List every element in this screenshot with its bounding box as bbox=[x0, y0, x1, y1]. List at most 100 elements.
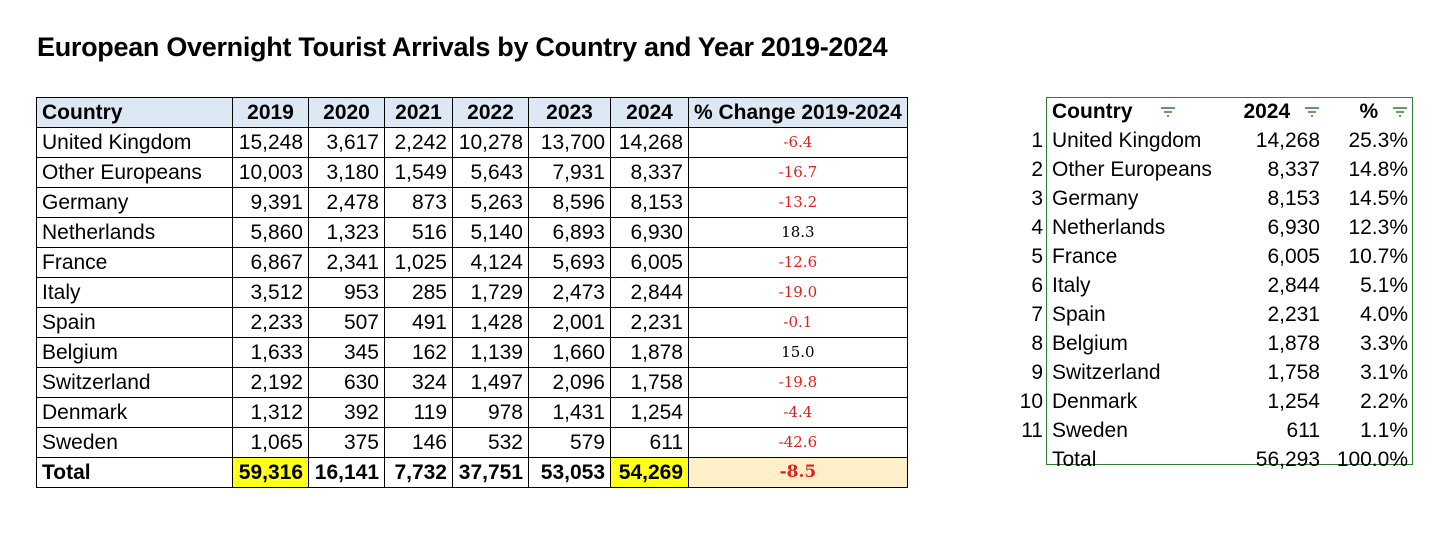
rank-number: 11 bbox=[1021, 419, 1043, 442]
column-header: Country bbox=[36, 97, 233, 128]
value-cell: 2,341 bbox=[308, 247, 385, 278]
value-cell: 2,096 bbox=[528, 367, 611, 398]
value-cell: 392 bbox=[308, 397, 385, 428]
ranking-table: Country 2024 % 1 United Kingdom 14,268 25.3… bbox=[1018, 97, 1414, 474]
value-cell: 8,153 bbox=[1267, 187, 1320, 210]
value-cell: 10,003 bbox=[232, 157, 309, 188]
value-cell: 10,278 bbox=[452, 127, 529, 158]
table-row: United Kingdom 15,248 3,617 2,242 10,278 13,7… bbox=[36, 127, 908, 158]
value-cell: 2,231 bbox=[1267, 303, 1320, 326]
value-cell: 324 bbox=[384, 367, 453, 398]
value-cell: 630 bbox=[308, 367, 385, 398]
column-header-label: Country bbox=[1052, 100, 1133, 123]
column-header: 2022 bbox=[452, 97, 529, 128]
value-cell: 507 bbox=[308, 307, 385, 338]
country-cell: Other Europeans bbox=[36, 157, 233, 188]
country-cell: Germany bbox=[36, 187, 233, 218]
value-cell: 3,180 bbox=[308, 157, 385, 188]
value-cell: 37,751 bbox=[452, 457, 529, 488]
rank-number: 3 bbox=[1031, 187, 1043, 210]
column-header: 2020 bbox=[308, 97, 385, 128]
rank-spacer bbox=[1018, 445, 1046, 474]
table-row: Italy 3,512 953 285 1,729 2,473 2,844 -19.0 bbox=[36, 277, 908, 308]
table-row: 7 Spain 2,231 4.0% bbox=[1018, 300, 1414, 329]
share-cell: 12.3% bbox=[1348, 216, 1408, 239]
table-row: 10 Denmark 1,254 2.2% bbox=[1018, 387, 1414, 416]
country-cell: Sweden bbox=[36, 427, 233, 458]
share-cell: 5.1% bbox=[1360, 274, 1408, 297]
value-cell: 1,729 bbox=[452, 277, 529, 308]
value-cell: 1,139 bbox=[452, 337, 529, 368]
value-cell: 345 bbox=[308, 337, 385, 368]
value-cell: 1,758 bbox=[1267, 361, 1320, 384]
value-cell: 9,391 bbox=[232, 187, 309, 218]
value-cell: 611 bbox=[610, 427, 689, 458]
share-cell: 25.3% bbox=[1348, 129, 1408, 152]
change-cell: -42.6 bbox=[688, 427, 908, 458]
table-row: Netherlands 5,860 1,323 516 5,140 6,893 6,930 1… bbox=[36, 217, 908, 248]
value-cell: 1,323 bbox=[308, 217, 385, 248]
value-cell: 6,867 bbox=[232, 247, 309, 278]
column-header[interactable]: Country bbox=[1046, 97, 1226, 126]
value-cell: 579 bbox=[528, 427, 611, 458]
value-cell: 14,268 bbox=[610, 127, 689, 158]
share-cell: 3.1% bbox=[1360, 361, 1408, 384]
table-row: 6 Italy 2,844 5.1% bbox=[1018, 271, 1414, 300]
value-cell: 1,065 bbox=[232, 427, 309, 458]
value-cell: 8,153 bbox=[610, 187, 689, 218]
country-cell: Germany bbox=[1052, 187, 1139, 210]
change-cell: -12.6 bbox=[688, 247, 908, 278]
value-cell: 1,878 bbox=[610, 337, 689, 368]
country-cell: France bbox=[36, 247, 233, 278]
value-cell: 6,893 bbox=[528, 217, 611, 248]
table-row: Denmark 1,312 392 119 978 1,431 1,254 -4.4 bbox=[36, 397, 908, 428]
value-cell: 59,316 bbox=[232, 457, 309, 488]
value-cell: 8,337 bbox=[1267, 158, 1320, 181]
column-header[interactable]: % bbox=[1326, 97, 1414, 126]
value-cell: 2,192 bbox=[232, 367, 309, 398]
table-row: France 6,867 2,341 1,025 4,124 5,693 6,005 -12.… bbox=[36, 247, 908, 278]
value-cell: 2,001 bbox=[528, 307, 611, 338]
country-cell: Switzerland bbox=[36, 367, 233, 398]
table-row: Switzerland 2,192 630 324 1,497 2,096 1,758 -19… bbox=[36, 367, 908, 398]
filter-icon[interactable] bbox=[1304, 106, 1320, 118]
value-cell: 1,312 bbox=[232, 397, 309, 428]
total-label: Total bbox=[36, 457, 233, 488]
value-cell: 2,233 bbox=[232, 307, 309, 338]
value-cell: 15,248 bbox=[232, 127, 309, 158]
table-row: 1 United Kingdom 14,268 25.3% bbox=[1018, 126, 1414, 155]
value-cell: 1,758 bbox=[610, 367, 689, 398]
column-header-label: % bbox=[1359, 100, 1379, 123]
filter-icon[interactable] bbox=[1160, 106, 1176, 118]
rank-number: 5 bbox=[1031, 245, 1043, 268]
value-cell: 1,254 bbox=[1267, 390, 1320, 413]
country-cell: Belgium bbox=[36, 337, 233, 368]
table-row: Other Europeans 10,003 3,180 1,549 5,643 7,93… bbox=[36, 157, 908, 188]
value-cell: 1,549 bbox=[384, 157, 453, 188]
column-header: 2024 bbox=[610, 97, 689, 128]
table-row: Spain 2,233 507 491 1,428 2,001 2,231 -0.1 bbox=[36, 307, 908, 338]
value-cell: 2,231 bbox=[610, 307, 689, 338]
share-cell: 14.8% bbox=[1348, 158, 1408, 181]
value-cell: 1,431 bbox=[528, 397, 611, 428]
value-cell: 1,254 bbox=[610, 397, 689, 428]
arrivals-table: Country 2019 2020 2021 2022 2023 2024 % … bbox=[36, 97, 908, 488]
column-header[interactable]: 2024 bbox=[1226, 97, 1326, 126]
value-cell: 5,643 bbox=[452, 157, 529, 188]
table-row: 11 Sweden 611 1.1% bbox=[1018, 416, 1414, 445]
value-cell: 1,025 bbox=[384, 247, 453, 278]
rank-number: 4 bbox=[1031, 216, 1043, 239]
value-cell: 5,140 bbox=[452, 217, 529, 248]
value-cell: 1,660 bbox=[528, 337, 611, 368]
rank-number: 6 bbox=[1031, 274, 1043, 297]
country-cell: Other Europeans bbox=[1052, 158, 1212, 181]
filter-icon[interactable] bbox=[1392, 106, 1408, 118]
column-header: 2023 bbox=[528, 97, 611, 128]
value-cell: 162 bbox=[384, 337, 453, 368]
value-cell: 2,242 bbox=[384, 127, 453, 158]
change-cell: -19.0 bbox=[688, 277, 908, 308]
value-cell: 146 bbox=[384, 427, 453, 458]
share-cell: 14.5% bbox=[1348, 187, 1408, 210]
value-cell: 611 bbox=[1286, 419, 1320, 442]
value-cell: 14,268 bbox=[1255, 129, 1320, 152]
